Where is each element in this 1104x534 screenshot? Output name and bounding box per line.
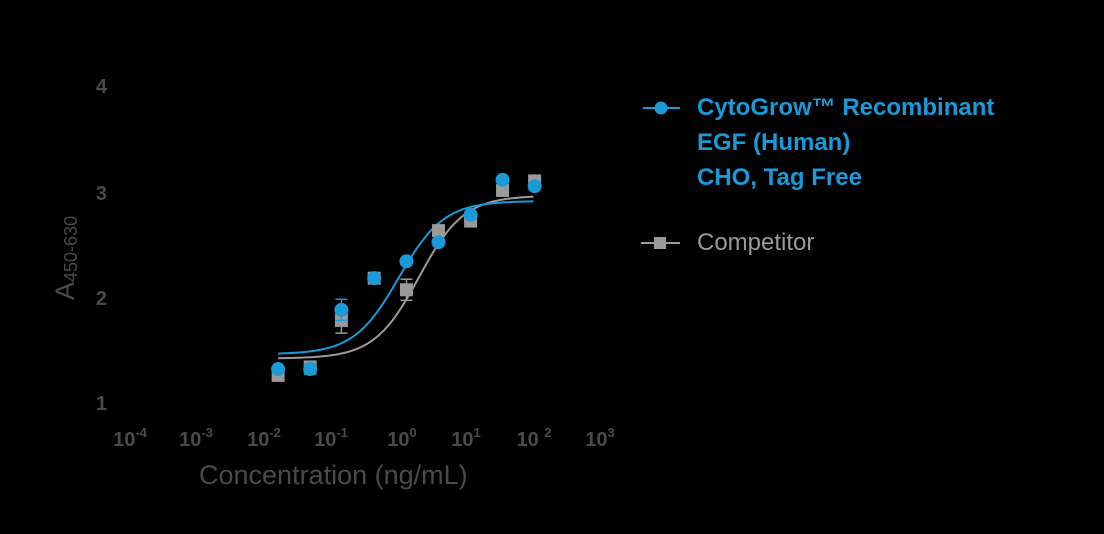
data-point-competitor	[432, 224, 446, 238]
x-tick: 10-3	[179, 425, 213, 451]
fit-curve-competitor	[278, 195, 534, 360]
y-tick: 1	[95, 393, 107, 415]
fit-curve-cytogrow	[278, 200, 534, 355]
legend-marker-gray	[641, 237, 680, 249]
data-point-cytogrow	[431, 235, 446, 250]
y-axis-title: A450-630	[50, 215, 81, 300]
square-marker-icon	[654, 237, 666, 249]
y-tick: 2	[95, 288, 107, 310]
x-tick: 10-4	[113, 425, 147, 451]
x-tick: 10-2	[247, 425, 281, 451]
fit-curves	[278, 195, 534, 360]
data-point-competitor	[399, 278, 413, 302]
data-point-cytogrow	[303, 362, 318, 377]
data-point-competitor	[496, 183, 510, 197]
legend-marker-blue	[643, 101, 680, 115]
x-tick: 100	[387, 425, 417, 451]
y-tick: 3	[95, 183, 107, 205]
legend-label: Competitor	[697, 229, 815, 256]
x-axis-title: Concentration (ng/mL)	[199, 460, 468, 490]
x-tick: 101	[451, 425, 481, 451]
data-point-cytogrow	[367, 271, 382, 286]
data-point-cytogrow	[463, 207, 478, 222]
x-tick: 103	[585, 425, 615, 451]
data-points	[271, 172, 542, 382]
data-point-cytogrow	[271, 362, 286, 377]
data-point-cytogrow	[495, 172, 510, 187]
data-point-cytogrow	[334, 298, 349, 322]
data-point-cytogrow	[527, 179, 542, 194]
circle-marker-icon	[654, 101, 668, 115]
x-tick: 10 2	[516, 425, 552, 451]
y-tick: 4	[95, 76, 107, 98]
legend-label: CytoGrow™ Recombinant EGF (Human) CHO, T…	[697, 94, 995, 191]
x-tick: 10-1	[314, 425, 348, 451]
data-point-cytogrow	[399, 254, 414, 269]
